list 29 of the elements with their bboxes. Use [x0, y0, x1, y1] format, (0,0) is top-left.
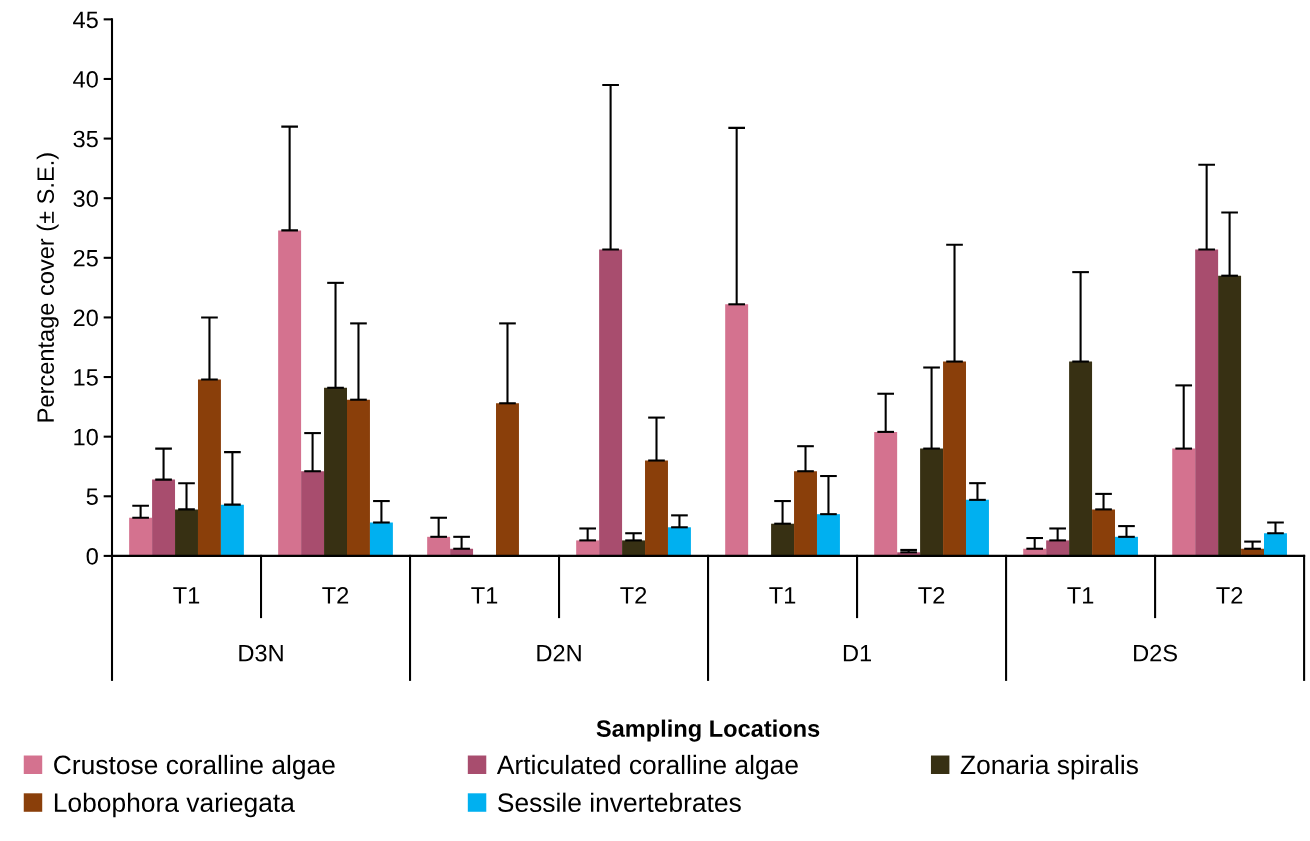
legend-label: Zonaria spiralis — [960, 754, 1138, 780]
x-tick-label: T2 — [1216, 587, 1243, 604]
y-tick-label: 30 — [73, 190, 98, 207]
y-tick-label: 15 — [74, 369, 98, 386]
y-tick-label: 45 — [73, 11, 98, 29]
x-tick-label: T1 — [1067, 587, 1094, 604]
text: D2N — [537, 644, 581, 662]
y-tick-label: 0 — [86, 547, 98, 565]
text: D2S — [1134, 644, 1177, 662]
x-tick-label: T2 — [620, 587, 647, 604]
y-tick-label: 20 — [73, 309, 98, 327]
x-tick-label: T1 — [769, 587, 796, 604]
x-tick-label: T1 — [173, 587, 200, 604]
x-tick-label: T2 — [918, 587, 945, 604]
text: D3N — [239, 644, 283, 662]
legend-label: Articulated coralline algae — [496, 754, 798, 780]
y-tick-label: 5 — [86, 488, 98, 506]
y-tick-label: 25 — [73, 249, 98, 267]
legend-label: Lobophora variegata — [54, 792, 295, 818]
text: D1 — [843, 645, 872, 662]
y-axis-title: Percentage cover (± S.E.) — [36, 153, 59, 422]
legend-label: Crustose coralline algae — [54, 754, 335, 780]
y-tick-label: 35 — [73, 130, 98, 148]
legend-label: Sessile invertebrates — [498, 792, 741, 813]
x-tick-label: T1 — [471, 587, 498, 604]
y-tick-label: 10 — [74, 428, 98, 446]
x-tick-label: T2 — [322, 587, 349, 604]
x-axis-title: Sampling Locations — [596, 719, 820, 742]
y-tick-label: 40 — [73, 71, 98, 88]
